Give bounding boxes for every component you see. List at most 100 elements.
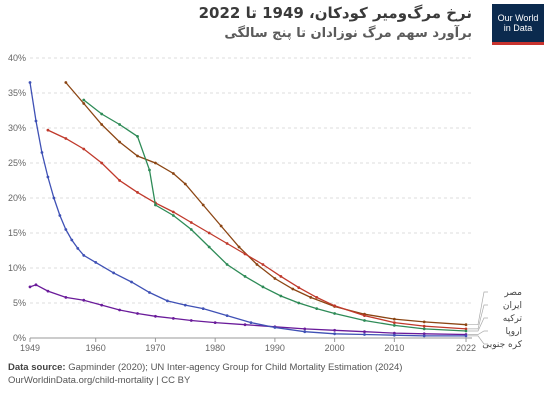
data-point-turkey <box>82 98 86 102</box>
data-point-south_korea <box>46 175 50 179</box>
data-point-south_korea <box>422 334 426 338</box>
data-point-turkey <box>148 168 151 172</box>
data-point-iran <box>392 321 396 324</box>
data-point-iran <box>171 210 175 214</box>
data-point-iran <box>118 179 121 182</box>
data-point-europe <box>392 331 396 335</box>
y-tick-label: 5% <box>13 298 26 308</box>
legend-label-iran: ایران <box>503 301 522 311</box>
data-point-south_korea <box>40 151 44 154</box>
legend-layer: مصر ایران ترکیه اروپا کره جنوبی <box>468 288 523 350</box>
source-label: Data source: <box>8 362 66 373</box>
logo-line-2: in Data <box>503 23 533 33</box>
legend-label-egypt: مصر <box>503 288 522 298</box>
data-point-egypt <box>219 224 223 228</box>
data-point-turkey <box>333 312 337 315</box>
data-point-south_korea <box>363 333 366 336</box>
data-point-europe <box>422 332 426 336</box>
data-point-egypt <box>154 161 157 165</box>
legend-connector <box>468 335 488 345</box>
data-point-turkey <box>392 324 396 327</box>
data-point-europe <box>154 314 157 318</box>
data-point-europe <box>28 285 32 289</box>
data-point-egypt <box>291 287 295 291</box>
data-point-south_korea <box>52 196 56 200</box>
data-point-europe <box>100 303 104 307</box>
data-point-iran <box>333 304 337 308</box>
data-point-egypt <box>100 123 104 126</box>
data-point-turkey <box>422 327 426 331</box>
data-point-south_korea <box>303 330 307 334</box>
data-point-south_korea <box>82 254 86 257</box>
axis-layer: 0% 5% 10% 15% 20% 25% 30% 35% 40% 1949 1960 1970 198… <box>8 53 476 353</box>
data-point-turkey <box>207 245 211 249</box>
data-point-europe <box>333 328 337 332</box>
x-tick-label: 2022 <box>456 343 476 353</box>
data-point-south_korea <box>94 261 98 264</box>
data-point-europe <box>46 289 50 293</box>
data-point-egypt <box>273 277 277 280</box>
data-point-south_korea <box>464 334 468 338</box>
data-point-iran <box>315 296 319 299</box>
y-tick-label: 30% <box>8 123 26 133</box>
line-chart: 0% 5% 10% 15% 20% 25% 30% 35% 40% 1949 1960 1970 198… <box>8 53 523 353</box>
chart-subtitle: برآورد سهم مرگ نوزادان تا پنج سالگی <box>224 26 472 41</box>
data-point-egypt <box>392 317 396 321</box>
legend-connector <box>468 317 488 332</box>
data-point-turkey <box>100 112 104 116</box>
data-point-turkey <box>171 214 175 217</box>
series-line-egypt <box>65 82 467 326</box>
series-line-europe <box>29 284 467 336</box>
data-point-turkey <box>297 301 301 305</box>
data-point-turkey <box>136 135 139 138</box>
data-point-egypt <box>464 323 468 327</box>
data-point-turkey <box>363 319 366 322</box>
data-point-south_korea <box>249 321 253 324</box>
y-tick-label: 15% <box>8 228 26 238</box>
data-point-south_korea <box>225 314 229 317</box>
data-point-south_korea <box>64 228 68 231</box>
series-line-south_korea <box>29 82 466 337</box>
data-point-turkey <box>261 285 265 289</box>
data-point-europe <box>34 283 38 287</box>
data-point-turkey <box>189 228 193 231</box>
chart-footer: Data source: Gapminder (2020); UN Inter-… <box>8 361 538 387</box>
data-point-iran <box>297 286 301 289</box>
owid-logo[interactable]: Our World in Data <box>492 4 544 45</box>
source-text: Gapminder (2020); UN Inter-agency Group … <box>68 362 403 373</box>
data-point-europe <box>171 317 175 320</box>
url-line[interactable]: OurWorldinData.org/child-mortality | CC … <box>8 375 191 386</box>
grid-layer <box>30 57 472 339</box>
y-tick-label: 40% <box>8 53 26 63</box>
data-point-egypt <box>82 102 86 105</box>
data-point-egypt <box>136 154 139 158</box>
x-tick-label: 2010 <box>384 343 404 353</box>
data-point-iran <box>261 263 265 266</box>
data-point-iran <box>464 327 468 331</box>
data-point-iran <box>422 324 426 328</box>
x-tick-label: 2000 <box>325 343 345 353</box>
data-point-egypt <box>183 182 187 186</box>
data-point-iran <box>82 147 86 151</box>
data-point-turkey <box>464 329 468 333</box>
data-point-europe <box>82 298 86 302</box>
data-point-europe <box>243 323 247 327</box>
data-point-south_korea <box>392 333 396 337</box>
x-tick-label: 1949 <box>20 343 40 353</box>
data-point-south_korea <box>76 247 80 250</box>
y-tick-label: 25% <box>8 158 26 168</box>
data-point-south_korea <box>183 303 187 307</box>
data-point-turkey <box>118 123 121 126</box>
legend-label-turkey: ترکیه <box>503 314 523 324</box>
legend-connector <box>468 304 488 330</box>
data-point-iran <box>363 314 366 317</box>
y-tick-label: 10% <box>8 263 26 273</box>
data-point-egypt <box>201 203 205 207</box>
data-point-south_korea <box>58 214 62 217</box>
x-tick-label: 1980 <box>205 343 225 353</box>
y-tick-label: 0% <box>13 333 26 343</box>
data-point-europe <box>213 321 217 324</box>
data-point-europe <box>136 312 139 315</box>
data-point-south_korea <box>165 299 169 303</box>
data-point-south_korea <box>201 307 205 310</box>
